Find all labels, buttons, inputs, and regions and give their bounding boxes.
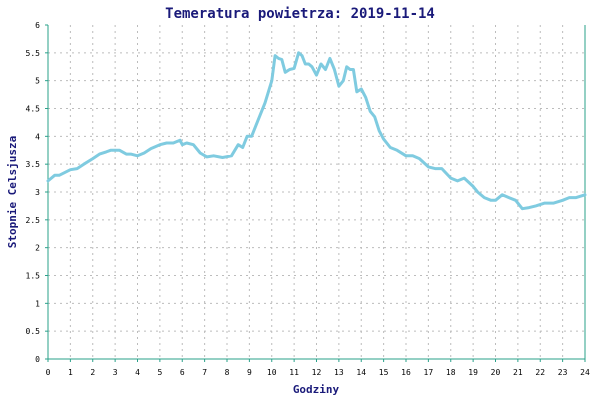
y-tick-label: 1.5 (26, 272, 41, 281)
x-tick-label: 22 (535, 368, 545, 377)
x-tick-label: 18 (446, 368, 456, 377)
x-tick-label: 15 (379, 368, 389, 377)
x-tick-label: 24 (580, 368, 590, 377)
y-tick-label: 3.5 (26, 160, 41, 169)
x-tick-label: 11 (289, 368, 299, 377)
x-tick-label: 7 (202, 368, 207, 377)
y-tick-label: 0.5 (26, 327, 41, 336)
x-tick-label: 9 (247, 368, 252, 377)
x-tick-label: 12 (312, 368, 322, 377)
x-tick-label: 10 (267, 368, 277, 377)
x-tick-label: 14 (356, 368, 366, 377)
y-tick-label: 3 (35, 188, 40, 197)
temperature-line (46, 51, 587, 211)
y-tick-label: 6 (35, 21, 40, 30)
x-tick-label: 8 (225, 368, 230, 377)
y-tick-label: 2 (35, 244, 40, 253)
x-tick-label: 17 (424, 368, 434, 377)
y-axis-label: Stopnie Celsjusza (6, 136, 19, 249)
x-tick-label: 21 (513, 368, 523, 377)
x-tick-label: 23 (558, 368, 568, 377)
x-tick-label: 4 (135, 368, 140, 377)
tick-labels: 0 1 2 3 4 5 6 7 8 9 10 11 12 13 14 15 16 17 18 19 20 21 22 23 24… (26, 21, 590, 377)
x-tick-label: 16 (401, 368, 411, 377)
axes (45, 24, 586, 362)
y-tick-label: 1 (35, 299, 40, 308)
x-axis-label: Godziny (293, 383, 340, 396)
y-tick-label: 4.5 (26, 105, 41, 114)
x-tick-label: 6 (180, 368, 185, 377)
y-tick-label: 5 (35, 77, 40, 86)
x-tick-label: 5 (157, 368, 162, 377)
y-tick-label: 4 (35, 132, 40, 141)
x-tick-label: 2 (90, 368, 95, 377)
y-tick-label: 2.5 (26, 216, 41, 225)
y-tick-label: 0 (35, 355, 40, 364)
x-tick-label: 0 (46, 368, 51, 377)
x-tick-label: 13 (334, 368, 344, 377)
series-layer (46, 51, 587, 211)
x-tick-label: 19 (468, 368, 478, 377)
chart-title: Temeratura powietrza: 2019-11-14 (165, 6, 435, 22)
x-tick-label: 20 (491, 368, 501, 377)
y-tick-label: 5.5 (26, 49, 41, 58)
x-tick-label: 3 (113, 368, 118, 377)
x-tick-label: 1 (68, 368, 73, 377)
